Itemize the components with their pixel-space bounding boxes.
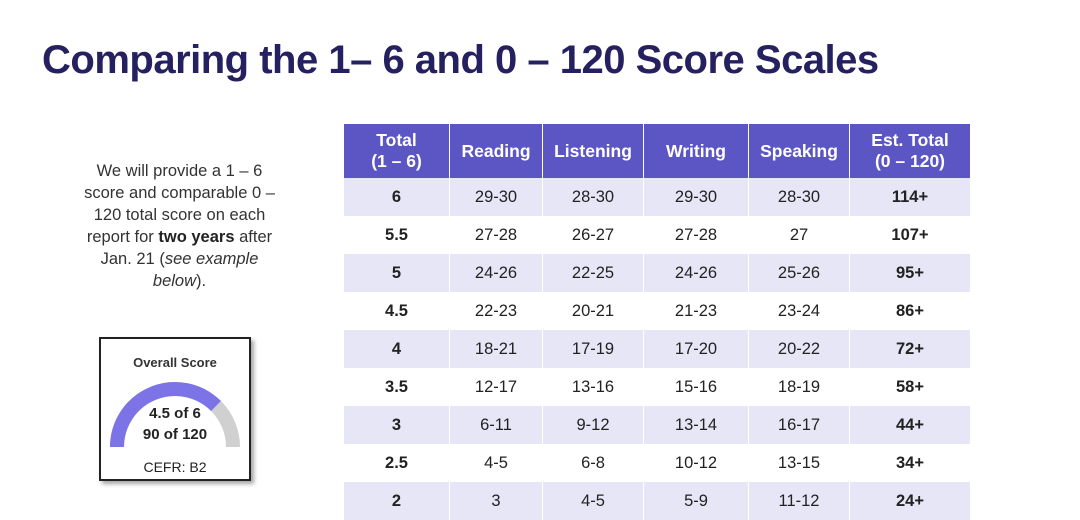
cell-writing: 17-20: [643, 330, 749, 368]
cell-total: 2.5: [344, 444, 450, 482]
cell-total: 6: [344, 178, 450, 216]
cell-writing: 15-16: [643, 368, 749, 406]
note-text: We will provide a 1 – 6 score and compar…: [84, 162, 275, 246]
cell-writing: 5-9: [643, 482, 749, 520]
cell-est-total: 95+: [849, 254, 970, 292]
cell-total: 4: [344, 330, 450, 368]
cell-listening: 28-30: [542, 178, 644, 216]
cell-reading: 22-23: [449, 292, 543, 330]
score-note: We will provide a 1 – 6 score and compar…: [82, 160, 277, 292]
cell-reading: 4-5: [449, 444, 543, 482]
header-listening: Listening: [542, 124, 644, 178]
header-reading: Reading: [449, 124, 543, 178]
cell-speaking: 27: [748, 216, 850, 254]
header-est-total: Est. Total (0 – 120): [849, 124, 970, 178]
overall-score-card: Overall Score 4.5 of 6 90 of 120 CEFR: B…: [99, 337, 251, 481]
cell-est-total: 114+: [849, 178, 970, 216]
cell-total: 3: [344, 406, 450, 444]
cell-est-total: 34+: [896, 453, 924, 472]
score-conversion-table: Total (1 – 6) Reading Listening Writing S…: [344, 124, 970, 520]
cell-writing: 21-23: [643, 292, 749, 330]
cell-reading: 6-11: [449, 406, 543, 444]
table-row: 5 24-26 22-25 24-26 25-26 95+: [344, 254, 970, 292]
cell-reading: 24-26: [449, 254, 543, 292]
cell-speaking: 13-15: [748, 444, 850, 482]
cell-est-total: 72+: [849, 330, 970, 368]
table-row: 4 18-21 17-19 17-20 20-22 72+: [344, 330, 970, 368]
cell-total: 5: [344, 254, 450, 292]
cell-reading: 12-17: [449, 368, 543, 406]
cell-writing: 24-26: [643, 254, 749, 292]
note-end: ).: [196, 272, 207, 290]
table-row: 6 29-30 28-30 29-30 28-30 114+: [344, 178, 970, 216]
cell-reading: 3: [449, 482, 543, 520]
header-writing: Writing: [643, 124, 749, 178]
cell-speaking: 16-17: [748, 406, 850, 444]
cell-writing: 10-12: [643, 444, 749, 482]
cell-listening: 6-8: [542, 444, 644, 482]
card-title: Overall Score: [133, 355, 217, 370]
cell-speaking: 28-30: [748, 178, 850, 216]
cell-writing: 29-30: [643, 178, 749, 216]
cell-listening: 26-27: [542, 216, 644, 254]
table-row: 3.5 12-17 13-16 15-16 18-19 58+: [344, 368, 970, 406]
cell-writing: 13-14: [643, 406, 749, 444]
cell-listening: 4-5: [542, 482, 644, 520]
gauge-fill: [110, 382, 221, 448]
cell-est-total: 86+: [896, 301, 924, 320]
table-header-row: Total (1 – 6) Reading Listening Writing S…: [344, 124, 970, 178]
table-row: 3 6-11 9-12 13-14 16-17 44+: [344, 406, 970, 444]
cell-est-total: 44+: [849, 406, 970, 444]
cell-listening: 9-12: [542, 406, 644, 444]
cell-speaking: 18-19: [748, 368, 850, 406]
cell-est-total: 24+: [849, 482, 970, 520]
cell-reading: 27-28: [449, 216, 543, 254]
cell-listening: 20-21: [542, 292, 644, 330]
header-speaking: Speaking: [748, 124, 850, 178]
cell-reading: 18-21: [449, 330, 543, 368]
page-title: Comparing the 1– 6 and 0 – 120 Score Sca…: [42, 38, 879, 82]
cell-speaking: 25-26: [748, 254, 850, 292]
cell-total: 5.5: [344, 216, 450, 254]
table-row: 4.5 22-23 20-21 21-23 23-24 86+: [344, 292, 970, 330]
table-row: 5.5 27-28 26-27 27-28 27 107+: [344, 216, 970, 254]
cell-total: 4.5: [344, 292, 450, 330]
cell-total: 2: [344, 482, 450, 520]
cell-total: 3.5: [344, 368, 450, 406]
table-row: 2 3 4-5 5-9 11-12 24+: [344, 482, 970, 520]
note-after: after Jan. 21 (: [100, 228, 273, 268]
cell-speaking: 23-24: [748, 292, 850, 330]
cell-est-total: 58+: [896, 377, 924, 396]
note-bold: two years: [158, 228, 235, 246]
cell-writing: 27-28: [643, 216, 749, 254]
cell-est-total: 107+: [891, 225, 929, 244]
table-row: 2.5 4-5 6-8 10-12 13-15 34+: [344, 444, 970, 482]
cell-listening: 17-19: [542, 330, 644, 368]
score-gauge: [110, 382, 240, 448]
score-primary: 4.5 of 6: [149, 405, 201, 422]
score-secondary: 90 of 120: [142, 426, 208, 443]
cell-speaking: 20-22: [748, 330, 850, 368]
cell-reading: 29-30: [449, 178, 543, 216]
cell-listening: 13-16: [542, 368, 644, 406]
cell-listening: 22-25: [542, 254, 644, 292]
header-total: Total (1 – 6): [344, 124, 450, 178]
cefr-level: CEFR: B2: [143, 459, 207, 475]
cell-speaking: 11-12: [748, 482, 850, 520]
note-italic: see example below: [152, 250, 259, 290]
